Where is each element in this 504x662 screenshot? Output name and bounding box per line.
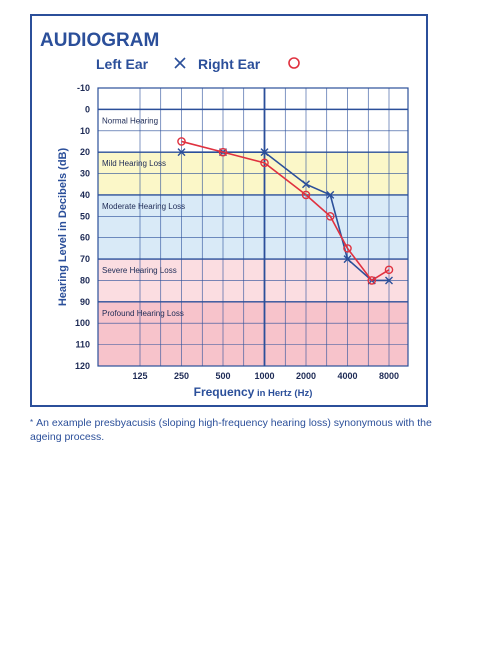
band-above-zero (98, 88, 408, 110)
right-ear-point (177, 137, 186, 146)
x-axis-label: Frequency in Hertz (Hz) (194, 385, 313, 399)
left-ear-point (177, 148, 186, 157)
chart-title: AUDIOGRAM (40, 30, 159, 51)
x-tick-label: 125 (132, 371, 147, 381)
left-ear-point (343, 255, 352, 264)
band-moderate-hearing-loss (98, 194, 408, 260)
left-ear-point (260, 148, 269, 157)
x-tick-label: 2000 (296, 371, 316, 381)
series-line-right-ear (181, 140, 390, 282)
y-tick-label: 60 (80, 233, 90, 243)
plot-frame (97, 87, 409, 367)
series-line-left-ear (181, 151, 389, 282)
x-tick-label: 250 (174, 371, 189, 381)
footnote-marker: * (30, 418, 34, 427)
y-axis-label: Hearing Level in Decibels (dB) (57, 148, 69, 307)
right-ear-point (325, 212, 335, 221)
band-label: Moderate Hearing Loss (102, 202, 185, 211)
left-ear-point (385, 276, 393, 285)
x-tick-label: 4000 (337, 371, 357, 381)
band-label: Severe Hearing Loss (102, 266, 177, 275)
left-ear-point (302, 180, 310, 189)
legend-item-right-ear: Right Ear (198, 56, 300, 72)
band-label: Normal Hearing (102, 116, 158, 125)
y-tick-label: 50 (80, 211, 90, 221)
legend-circle-icon (288, 57, 300, 69)
left-ear-point (326, 190, 335, 199)
audiogram-panel: AUDIOGRAM Left Ear Right Ear -10 0 10 20 30 40 50… (30, 14, 428, 407)
y-tick-label: 110 (75, 340, 90, 350)
x-axis-label-unit: in Hertz (Hz) (254, 388, 312, 399)
band-label: Profound Hearing Loss (102, 309, 184, 318)
footnote: * An example presbyacusis (sloping high-f… (30, 416, 440, 444)
band-profound-hearing-loss (98, 301, 408, 366)
legend-label: Left Ear (96, 56, 149, 72)
band-label: Mild Hearing Loss (102, 159, 166, 168)
right-ear-point (384, 265, 394, 275)
right-ear-point (218, 147, 228, 157)
right-ear-point (343, 244, 352, 253)
right-ear-point (367, 276, 377, 285)
y-tick-label: 20 (80, 147, 90, 157)
y-tick-label: 120 (75, 361, 90, 371)
x-tick-label: 500 (215, 371, 230, 381)
y-tick-label: 0 (85, 104, 90, 114)
footnote-text: An example presbyacusis (sloping high-fr… (30, 417, 432, 443)
audiogram-chart: AUDIOGRAM Left Ear Right Ear -10 0 10 20 30 40 50… (40, 30, 409, 399)
y-tick-label: 90 (80, 297, 90, 307)
y-tick-label: 70 (80, 254, 90, 264)
right-ear-point (260, 158, 269, 168)
y-tick-label: 80 (80, 275, 90, 285)
x-tick-label: 8000 (379, 371, 399, 381)
y-tick-label: 40 (80, 190, 90, 200)
y-tick-label: 10 (80, 126, 90, 136)
legend-item-left-ear: Left Ear (96, 56, 186, 72)
y-tick-label: 30 (80, 169, 90, 179)
legend-label: Right Ear (198, 56, 261, 72)
y-tick-label: -10 (77, 83, 90, 93)
right-ear-point (301, 190, 311, 200)
y-tick-label: 100 (75, 318, 90, 328)
x-axis-label-main: Frequency (194, 385, 255, 399)
legend-cross-icon (174, 57, 186, 69)
x-tick-label: 1000 (254, 371, 274, 381)
